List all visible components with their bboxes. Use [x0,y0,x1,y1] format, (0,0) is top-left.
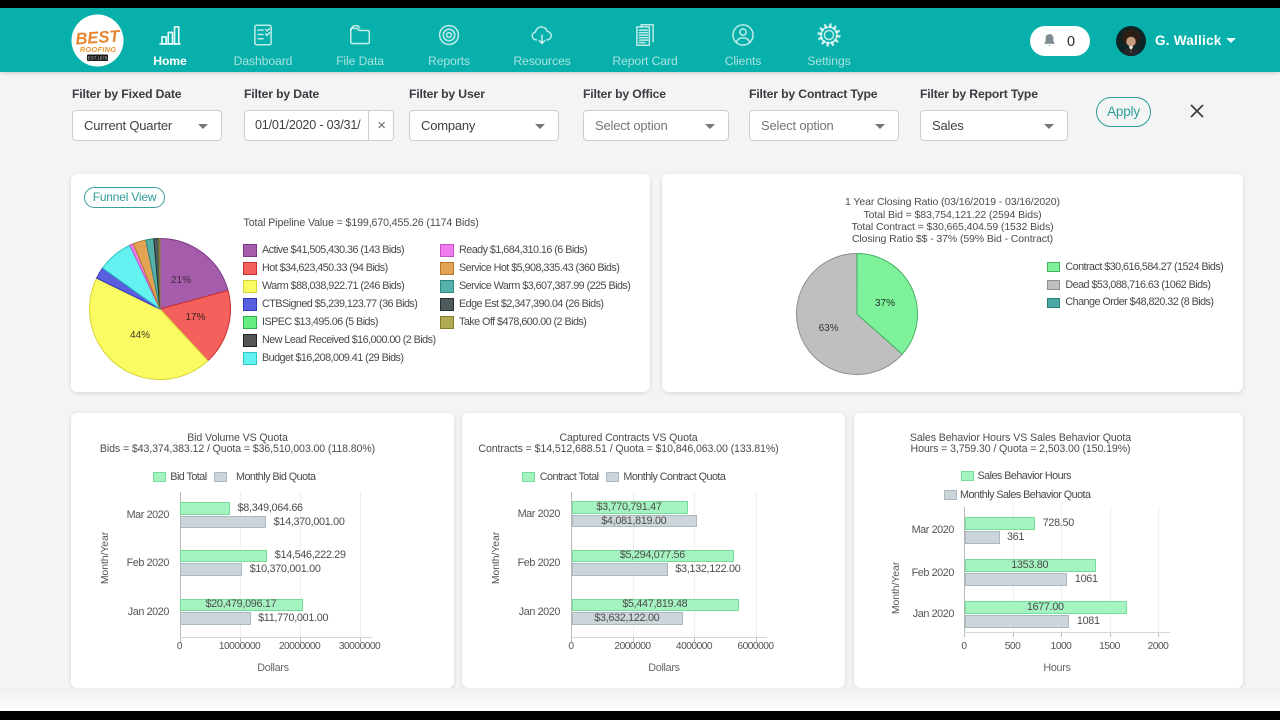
svg-text:ROOFING: ROOFING [80,45,117,54]
svg-text:EST.1978: EST.1978 [88,56,108,61]
svg-text:BEST: BEST [75,27,122,48]
